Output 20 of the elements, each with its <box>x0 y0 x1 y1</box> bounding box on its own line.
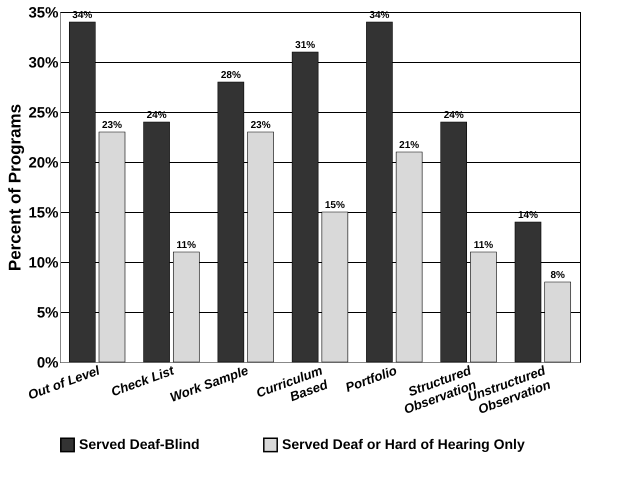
data-label: 15% <box>324 200 345 211</box>
data-label: 8% <box>550 270 566 281</box>
y-tick-label: 30% <box>28 54 58 72</box>
data-label: 23% <box>102 120 122 131</box>
data-label: 23% <box>250 120 271 131</box>
data-label: 11% <box>176 240 196 251</box>
y-tick-label: 15% <box>28 204 58 222</box>
data-label: 21% <box>399 140 420 151</box>
y-tick-label: 10% <box>28 254 58 272</box>
legend-label: Served Deaf-Blind <box>79 436 200 452</box>
y-tick-label: 0% <box>36 354 58 372</box>
y-axis-title: Percent of Programs <box>5 104 24 272</box>
y-tick-label: 5% <box>36 304 58 322</box>
legend-label: Served Deaf or Hard of Hearing Only <box>282 436 525 452</box>
y-tick-label: 25% <box>28 104 58 122</box>
y-tick-label: 35% <box>28 4 58 22</box>
data-label: 11% <box>474 240 494 251</box>
y-tick-label: 20% <box>28 154 58 172</box>
data-label: 31% <box>295 40 316 51</box>
data-label: 28% <box>220 70 241 81</box>
